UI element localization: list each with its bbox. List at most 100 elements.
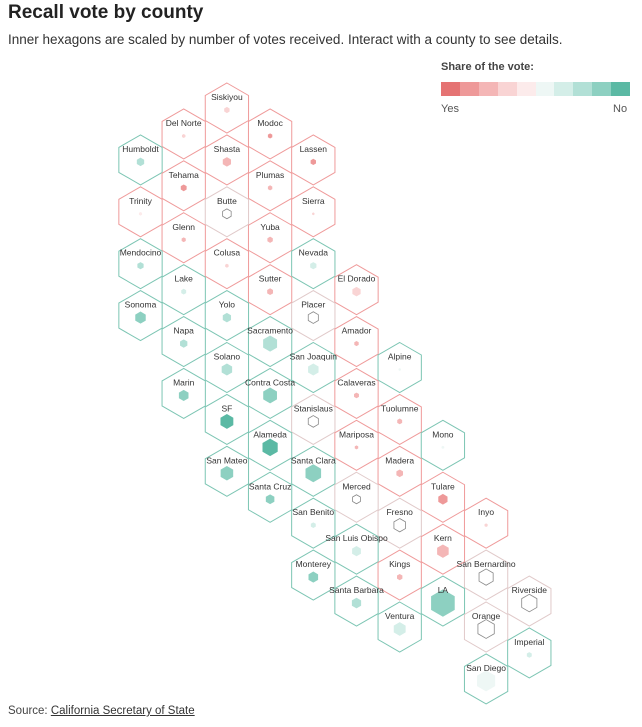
- county-tuolumne[interactable]: Tuolumne: [377, 393, 422, 445]
- county-sacramento[interactable]: Sacramento: [247, 315, 293, 368]
- county-outline[interactable]: [291, 549, 336, 601]
- county-outline[interactable]: [161, 264, 206, 316]
- county-outline[interactable]: [420, 471, 466, 523]
- county-santa-cruz[interactable]: Santa Cruz: [247, 471, 293, 523]
- county-outline[interactable]: [377, 393, 422, 445]
- county-outline[interactable]: [377, 601, 422, 653]
- county-outline[interactable]: [247, 160, 293, 212]
- county-outline[interactable]: [334, 471, 379, 523]
- county-napa[interactable]: Napa: [161, 315, 206, 368]
- county-outline[interactable]: [377, 341, 422, 394]
- county-outline[interactable]: [247, 367, 293, 420]
- county-outline[interactable]: [291, 186, 336, 238]
- county-mono[interactable]: Mono: [420, 419, 466, 471]
- county-humboldt[interactable]: Humboldt: [118, 134, 163, 186]
- county-tulare[interactable]: Tulare: [420, 471, 466, 523]
- county-outline[interactable]: [204, 82, 250, 134]
- county-outline[interactable]: [507, 575, 552, 627]
- county-placer[interactable]: Placer: [291, 290, 336, 342]
- county-outline[interactable]: [463, 601, 509, 653]
- county-lake[interactable]: Lake: [161, 264, 206, 316]
- county-outline[interactable]: [161, 212, 206, 264]
- county-mendocino[interactable]: Mendocino: [118, 238, 163, 290]
- county-outline[interactable]: [291, 497, 336, 549]
- county-inyo[interactable]: Inyo: [463, 497, 509, 549]
- county-contra-costa[interactable]: Contra Costa: [245, 367, 295, 420]
- source-link[interactable]: California Secretary of State: [50, 705, 195, 717]
- county-outline[interactable]: [334, 419, 379, 471]
- county-outline[interactable]: [161, 108, 206, 160]
- county-outline[interactable]: [247, 212, 293, 264]
- county-solano[interactable]: Solano: [204, 341, 250, 394]
- county-outline[interactable]: [204, 393, 250, 445]
- county-outline[interactable]: [161, 160, 206, 212]
- county-outline[interactable]: [377, 549, 422, 601]
- county-outline[interactable]: [161, 367, 206, 420]
- county-san-joaquin[interactable]: San Joaquin: [290, 341, 338, 394]
- county-glenn[interactable]: Glenn: [161, 212, 206, 264]
- county-yolo[interactable]: Yolo: [204, 290, 250, 342]
- county-san-benito[interactable]: San Benito: [291, 497, 336, 549]
- county-outline[interactable]: [204, 290, 250, 342]
- county-san-mateo[interactable]: San Mateo: [204, 445, 250, 497]
- county-outline[interactable]: [291, 290, 336, 342]
- county-outline[interactable]: [161, 315, 206, 368]
- county-santa-clara[interactable]: Santa Clara: [291, 445, 336, 497]
- county-stanislaus[interactable]: Stanislaus: [291, 393, 336, 445]
- county-outline[interactable]: [118, 134, 163, 186]
- county-outline[interactable]: [420, 575, 466, 627]
- county-outline[interactable]: [118, 238, 163, 290]
- county-plumas[interactable]: Plumas: [247, 160, 293, 212]
- county-outline[interactable]: [291, 341, 336, 394]
- county-outline[interactable]: [377, 497, 422, 549]
- county-santa-barbara[interactable]: Santa Barbara: [329, 575, 384, 627]
- county-outline[interactable]: [334, 367, 379, 420]
- county-nevada[interactable]: Nevada: [291, 238, 336, 290]
- county-outline[interactable]: [377, 445, 422, 497]
- county-mariposa[interactable]: Mariposa: [334, 419, 379, 471]
- county-trinity[interactable]: Trinity: [118, 186, 163, 238]
- county-san-diego[interactable]: San Diego: [463, 653, 509, 705]
- county-outline[interactable]: [118, 290, 163, 342]
- county-ventura[interactable]: Ventura: [377, 601, 422, 653]
- county-outline[interactable]: [420, 523, 466, 575]
- county-outline[interactable]: [247, 419, 293, 471]
- county-outline[interactable]: [420, 419, 466, 471]
- county-shasta[interactable]: Shasta: [204, 134, 250, 186]
- county-el-dorado[interactable]: El Dorado: [334, 264, 379, 316]
- county-outline[interactable]: [507, 627, 552, 679]
- county-outline[interactable]: [334, 523, 379, 575]
- county-outline[interactable]: [334, 315, 379, 368]
- county-amador[interactable]: Amador: [334, 315, 379, 368]
- county-siskiyou[interactable]: Siskiyou: [204, 82, 250, 134]
- county-outline[interactable]: [204, 134, 250, 186]
- county-sonoma[interactable]: Sonoma: [118, 290, 163, 342]
- county-sutter[interactable]: Sutter: [247, 264, 293, 316]
- county-kern[interactable]: Kern: [420, 523, 466, 575]
- county-outline[interactable]: [334, 264, 379, 316]
- county-colusa[interactable]: Colusa: [204, 238, 250, 290]
- county-sf[interactable]: SF: [204, 393, 250, 445]
- county-outline[interactable]: [463, 653, 509, 705]
- county-outline[interactable]: [291, 393, 336, 445]
- county-yuba[interactable]: Yuba: [247, 212, 293, 264]
- county-outline[interactable]: [334, 575, 379, 627]
- county-outline[interactable]: [247, 315, 293, 368]
- county-fresno[interactable]: Fresno: [377, 497, 422, 549]
- county-outline[interactable]: [204, 238, 250, 290]
- county-san-bernardino[interactable]: San Bernardino: [457, 549, 516, 601]
- county-outline[interactable]: [247, 471, 293, 523]
- county-san-luis-obispo[interactable]: San Luis Obispo: [325, 523, 388, 575]
- county-orange[interactable]: Orange: [463, 601, 509, 653]
- county-kings[interactable]: Kings: [377, 549, 422, 601]
- county-outline[interactable]: [118, 186, 163, 238]
- county-la[interactable]: LA: [420, 575, 466, 627]
- county-del-norte[interactable]: Del Norte: [161, 108, 206, 160]
- county-tehama[interactable]: Tehama: [161, 160, 206, 212]
- county-butte[interactable]: Butte: [204, 186, 250, 238]
- county-alameda[interactable]: Alameda: [247, 419, 293, 471]
- county-sierra[interactable]: Sierra: [291, 186, 336, 238]
- county-outline[interactable]: [204, 186, 250, 238]
- county-modoc[interactable]: Modoc: [247, 108, 293, 160]
- county-outline[interactable]: [291, 445, 336, 497]
